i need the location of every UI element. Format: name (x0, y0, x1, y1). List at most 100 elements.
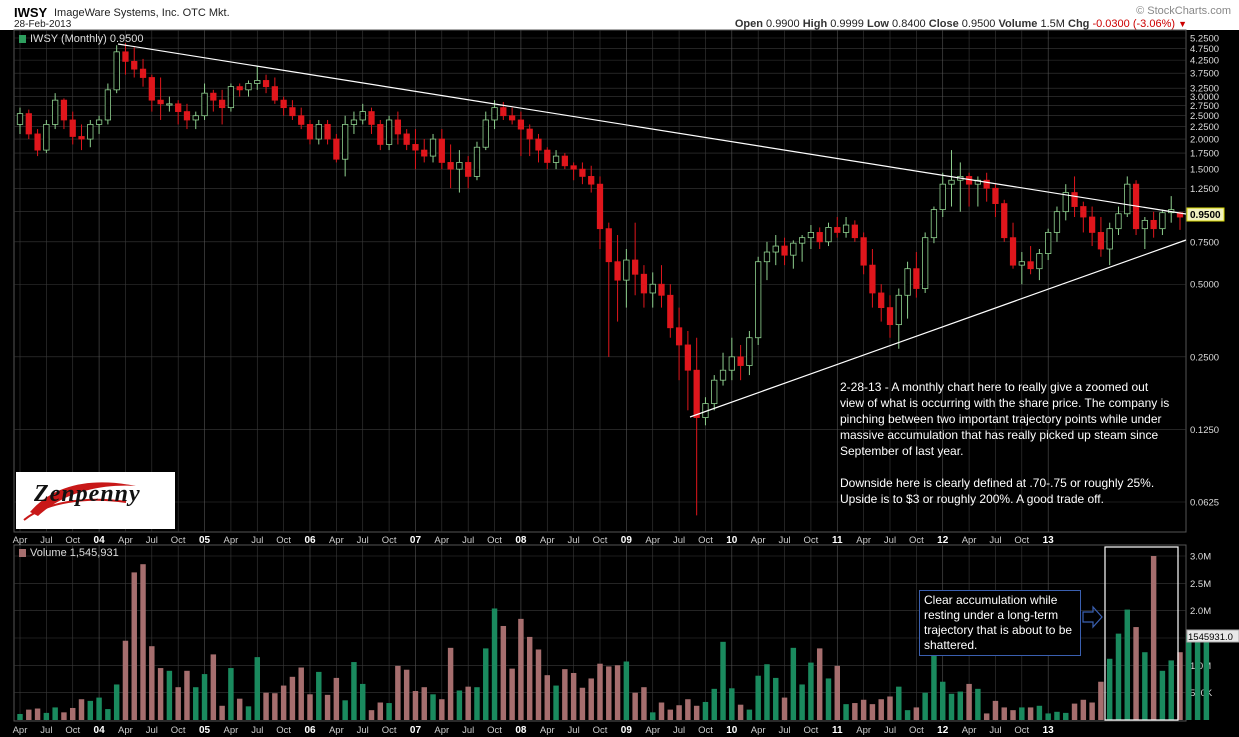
x-tick-label: Jul (357, 535, 369, 546)
x-tick-label: Oct (65, 535, 80, 546)
candle-body (693, 369, 700, 418)
price-tick-label: 2.7500 (1190, 101, 1219, 112)
volume-bar (808, 662, 814, 720)
x-tick-label: 08 (515, 535, 527, 546)
candle-body (535, 138, 542, 151)
x-tick-label: Apr (224, 725, 239, 736)
volume-bar (456, 690, 463, 720)
candle-body (570, 165, 577, 170)
candle-body (87, 124, 94, 140)
candle-body (157, 99, 164, 105)
volume-bar (1168, 660, 1174, 720)
candle-body (78, 136, 85, 140)
volume-value: 1.5M (1040, 18, 1065, 30)
x-tick-label: Apr (645, 725, 660, 736)
candle-body (675, 327, 683, 346)
x-tick-label: 07 (410, 535, 422, 546)
volume-bar (193, 687, 199, 720)
commentary-paragraph-1: 2-28-13 - A monthly chart here to really… (840, 380, 1170, 458)
x-tick-label: 09 (621, 725, 633, 736)
x-tick-label: 11 (832, 725, 843, 736)
candle-body (25, 113, 32, 135)
candle-body (1009, 237, 1017, 266)
x-tick-label: Jul (568, 535, 580, 546)
x-tick-label: Oct (65, 725, 80, 736)
volume-bar (351, 662, 357, 720)
volume-bar (570, 672, 577, 720)
volume-bars (17, 556, 1210, 720)
last-price-tag: 0.9500 (1186, 207, 1225, 222)
candle-body (640, 273, 648, 294)
candle-body (526, 128, 533, 140)
volume-bar (702, 701, 709, 720)
candle-body (227, 86, 235, 109)
volume-bar (975, 688, 981, 720)
price-tick-label: 1.2500 (1190, 184, 1219, 195)
x-tick-label: Apr (962, 725, 977, 736)
candle-body (596, 183, 604, 230)
x-axis-volume: Apr Jul Oct 04 Apr Jul Oct 05 Apr Jul Oct 06 Apr Jul O… (13, 725, 1055, 736)
grid (14, 30, 1186, 721)
volume-bar (711, 688, 717, 720)
x-tick-label: Apr (118, 535, 133, 546)
x-tick-label: Apr (962, 535, 977, 546)
candle-body (1159, 212, 1166, 230)
volume-bar (219, 705, 225, 720)
x-tick-label: Oct (698, 725, 713, 736)
low-label: Low (866, 18, 889, 30)
volume-bar (210, 654, 217, 720)
volume-bar (122, 640, 129, 720)
price-tick-label: 1.5000 (1190, 165, 1219, 176)
x-axis-price: Apr Jul Oct 04 Apr Jul Oct 05 Apr Jul Oct 06 Apr Jul O… (13, 535, 1055, 546)
volume-legend-swatch-icon (19, 549, 26, 557)
volume-bar (307, 694, 313, 720)
candles (16, 43, 1184, 516)
candle-body (192, 115, 199, 121)
x-tick-label: Jul (989, 535, 1001, 546)
trendlines (117, 43, 1187, 418)
candle-body (166, 103, 173, 106)
price-tick-label: 4.2500 (1190, 56, 1219, 67)
volume-bar (1203, 632, 1210, 720)
volume-bar (1159, 670, 1166, 720)
volume-bar (518, 618, 524, 720)
x-tick-label: Jul (357, 725, 369, 736)
company-name: ImageWare Systems, Inc. OTC Mkt. (54, 7, 230, 19)
support-trendline (689, 239, 1187, 418)
x-tick-label: 05 (199, 535, 211, 546)
candle-body (1045, 232, 1052, 254)
price-tick-label: 0.5000 (1190, 280, 1219, 291)
volume-panel-title: Volume 1,545,931 (30, 547, 119, 559)
candle-body (1027, 261, 1034, 270)
volume-bar (491, 608, 498, 720)
volume-bar (1142, 652, 1148, 720)
candle-body (1071, 192, 1078, 207)
high-value: 0.9999 (830, 18, 864, 30)
candle-body (262, 80, 270, 88)
candle-body (834, 227, 841, 233)
volume-bar (1010, 710, 1016, 720)
candle-body (218, 99, 226, 109)
x-tick-label: Oct (593, 535, 608, 546)
candle-body (1053, 211, 1061, 233)
x-tick-label: Apr (329, 535, 344, 546)
volume-bar (834, 665, 840, 720)
volume-bar (175, 687, 181, 720)
x-tick-label: Oct (804, 725, 819, 736)
volume-bar (26, 709, 32, 720)
price-tick-label: 5.2500 (1190, 34, 1219, 45)
candle-body (298, 115, 305, 125)
x-tick-label: Jul (989, 725, 1001, 736)
candle-body (878, 292, 885, 309)
candle-body (1080, 206, 1087, 218)
candle-body (790, 242, 797, 256)
commentary-paragraph-2: Downside here is clearly defined at .70-… (840, 476, 1155, 506)
candle-body (895, 294, 902, 326)
candle-body (588, 176, 595, 185)
volume-bar (483, 648, 489, 720)
candle-body (333, 138, 340, 160)
candle-body (1097, 232, 1105, 250)
candle-body (825, 227, 832, 243)
candle-body (447, 162, 454, 170)
volume-bar (17, 713, 23, 720)
